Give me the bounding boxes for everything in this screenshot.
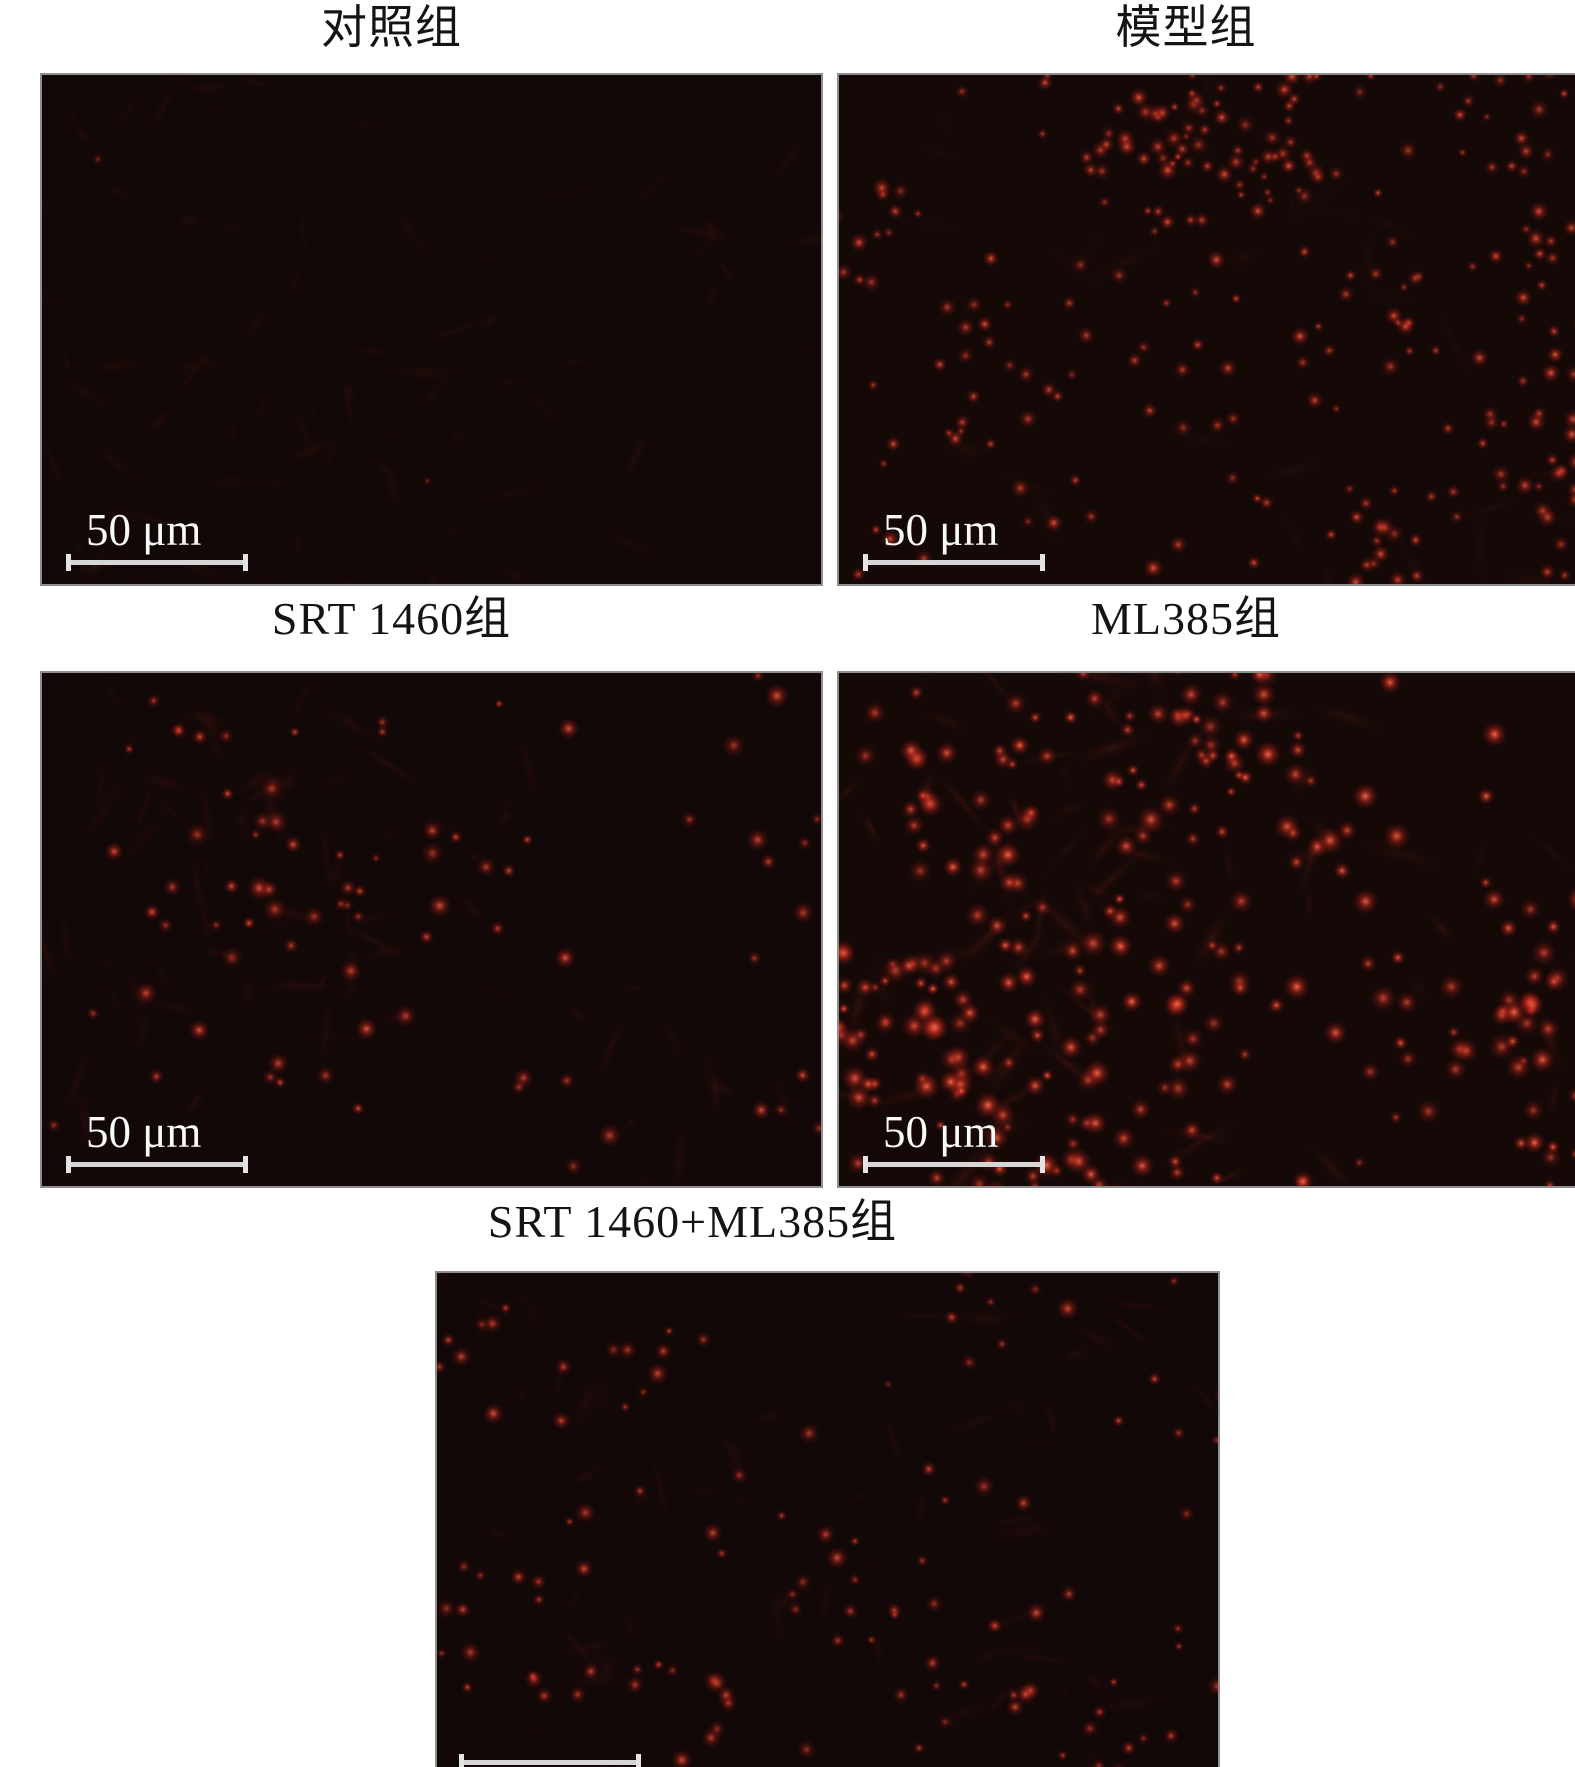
micrograph-ml385: 50 μm [837, 671, 1575, 1188]
scale-bar [66, 554, 248, 571]
panel-title-control: 对照组 [321, 2, 462, 53]
fluorescence-image-srt1460 [42, 673, 821, 1186]
scale-bar-label: 50 μm [86, 1107, 202, 1157]
fluorescence-image-ml385 [839, 673, 1575, 1186]
micrograph-control: 50 μm [40, 73, 823, 586]
scale-bar [459, 1754, 641, 1767]
scale-bar-label: 50 μm [883, 1107, 999, 1157]
scale-bar [863, 554, 1045, 571]
fluorescence-image-srt1460-ml385 [437, 1273, 1218, 1767]
scale-bar-label: 50 μm [86, 505, 202, 555]
scale-bar [66, 1156, 248, 1173]
panel-title-model: 模型组 [1115, 2, 1257, 53]
micrograph-srt1460-ml385 [435, 1271, 1220, 1767]
fluorescence-image-model [839, 75, 1575, 584]
panel-title-srt1460: SRT 1460组 [271, 593, 512, 644]
scale-bar [863, 1156, 1045, 1173]
panel-title-ml385: ML385组 [1091, 593, 1281, 644]
panel-title-srt1460-ml385: SRT 1460+ML385组 [487, 1196, 898, 1247]
fluorescence-image-control [42, 75, 821, 584]
micrograph-model: 50 μm [837, 73, 1575, 586]
scale-bar-label: 50 μm [883, 505, 999, 555]
micrograph-srt1460: 50 μm [40, 671, 823, 1188]
